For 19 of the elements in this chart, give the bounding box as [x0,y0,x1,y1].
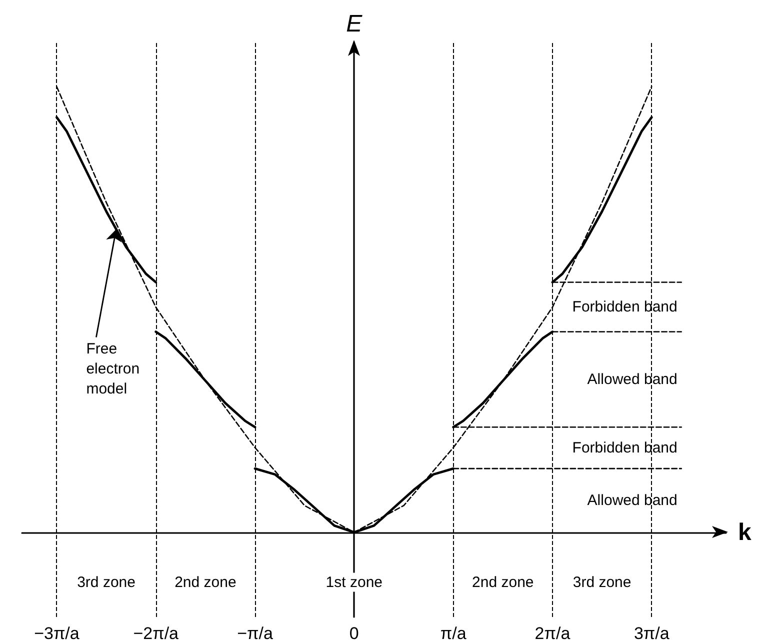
x-tick-label: −π/a [237,624,274,642]
x-tick-label: 2π/a [534,624,571,642]
text: 2nd zone [174,574,236,591]
y-axis-title: E [346,10,364,38]
x-tick-label: −3π/a [34,624,80,642]
text: 3rd zone [77,574,136,591]
x-tick-label: π/a [440,624,467,642]
annotation: Forbidden band [572,298,678,316]
annotation: Allowed band [587,492,678,509]
annotation: Forbidden band [572,439,678,456]
text: 2nd zone [472,574,534,591]
x-tick-label: 3π/a [634,624,670,642]
annotation: Free electron model [86,340,144,398]
x-axis-title: k [738,518,752,546]
x-tick-label: 0 [349,624,359,642]
text: 1st zone [326,574,383,591]
text: 3rd zone [572,574,632,591]
x-tick-label: −2π/a [133,624,180,642]
annotation: Allowed band [587,370,678,388]
